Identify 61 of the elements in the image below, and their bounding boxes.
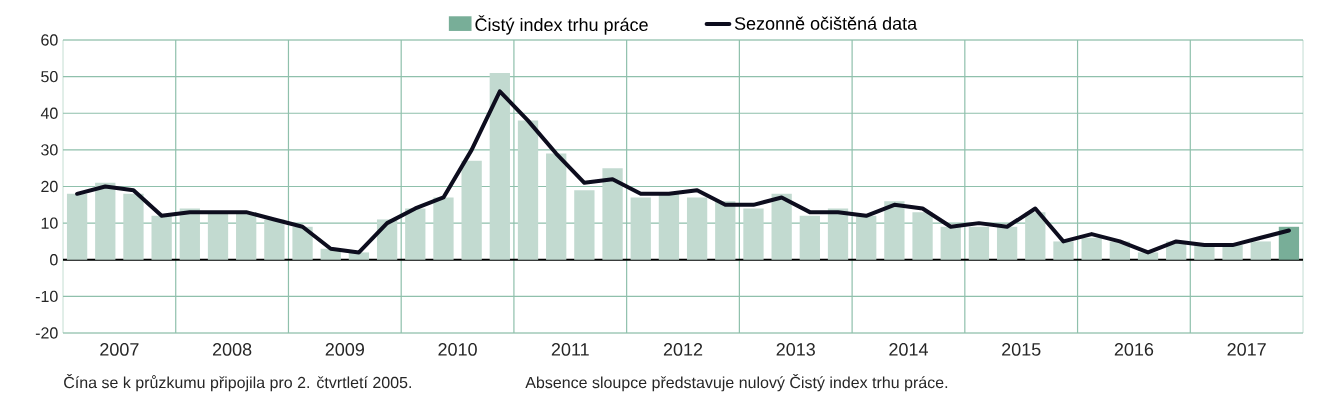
bar [236,212,257,260]
bar [207,212,229,260]
bar [179,208,200,260]
bar [771,193,792,260]
text: Čína se k průzkumu připojila pro 2. čtvrtletí 2005. [64,374,411,392]
y-tick-label: 50 [41,70,58,83]
bar [827,208,849,260]
y-tick-label: 30 [41,144,58,156]
x-tick-label: 2015 [1002,343,1041,356]
bar [461,160,482,260]
bar [151,215,172,260]
text: Čistý index trhu práce [475,15,648,35]
x-tick-label: 2016 [1114,343,1154,356]
bar [66,193,88,260]
y-tick-label: -20 [35,327,58,339]
bar [884,201,905,260]
bar [799,215,820,260]
bar [292,226,313,260]
legend-label: Sezonně očištěná data [734,16,918,30]
y-tick-label: -10 [35,290,58,303]
bar [489,72,510,260]
x-tick-label: 2012 [663,343,703,356]
bar [1081,237,1102,260]
x-tick-label: 2013 [776,343,815,356]
bar [743,208,764,260]
y-tick-label: 40 [40,107,58,119]
bar [546,153,567,260]
x-tick-label: 2008 [212,343,252,356]
text: Absence sloupce představuje nulový Čistý index trhu práce. [525,374,948,392]
bar [574,190,595,260]
bar [996,226,1018,260]
bar [602,168,623,260]
bar [264,219,285,260]
y-tick-label: 20 [41,180,58,193]
x-tick-label: 2010 [438,343,477,356]
x-tick-label: 2009 [325,343,364,356]
bar [856,215,877,260]
bar [630,197,651,260]
bar [1222,245,1243,260]
bar [1025,212,1046,260]
bar [95,182,116,260]
bar [940,226,961,260]
x-tick-label: 2017 [1227,343,1266,356]
bar [123,193,144,260]
y-tick-label: 0 [50,254,58,266]
y-tick-label: 10 [41,217,58,229]
x-tick-label: 2007 [100,343,139,356]
x-tick-label: 2011 [551,343,589,356]
bar [912,212,933,260]
bar [433,197,454,260]
x-tick-label: 2014 [889,343,928,356]
bar [658,193,680,260]
bar [715,201,736,260]
bar [1278,226,1300,260]
bar [968,226,990,260]
bar [1053,241,1074,260]
bar [517,120,539,260]
y-tick-label: 60 [41,34,58,46]
bar [686,197,708,260]
bar [1250,241,1271,260]
bar [405,208,426,260]
